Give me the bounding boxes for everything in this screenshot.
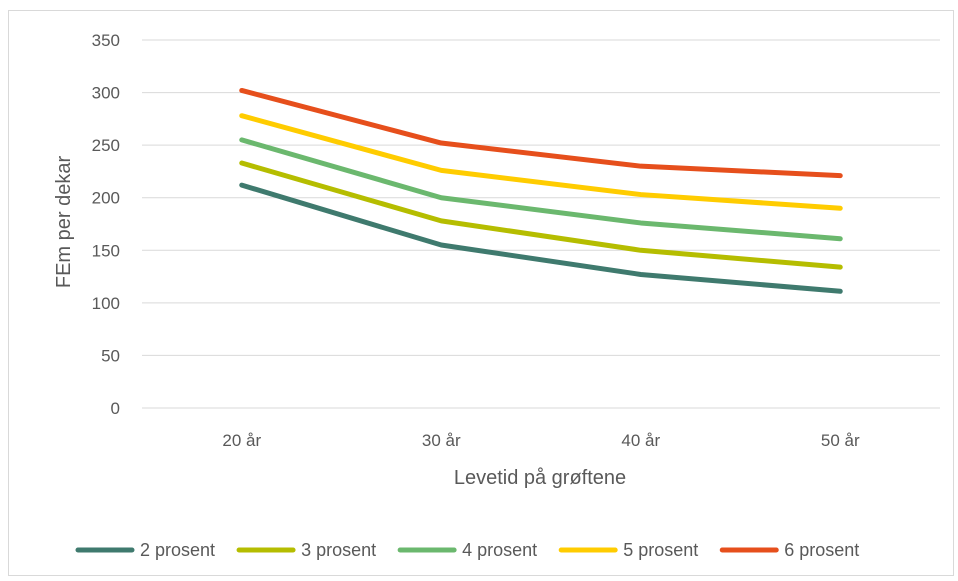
- y-tick-label: 150: [92, 241, 120, 260]
- legend-label: 4 prosent: [462, 540, 537, 560]
- legend-item: 6 prosent: [719, 540, 859, 560]
- legend-item: 5 prosent: [558, 540, 698, 560]
- legend-label: 3 prosent: [301, 540, 376, 560]
- series-lines: [239, 87, 843, 294]
- gridlines: [142, 39, 940, 409]
- x-tick-label: 30 år: [422, 431, 461, 450]
- chart-frame: [8, 10, 954, 576]
- y-axis-ticks: 0 50 100 150 200 250 300 350: [92, 31, 120, 418]
- series-line-4: [239, 113, 843, 211]
- legend-label: 6 prosent: [784, 540, 859, 560]
- legend-item: 3 prosent: [236, 540, 376, 560]
- y-tick-label: 250: [92, 136, 120, 155]
- x-tick-label: 50 år: [821, 431, 860, 450]
- series-line-3: [239, 137, 843, 242]
- series-line-2: [239, 160, 843, 270]
- x-tick-label: 40 år: [621, 431, 660, 450]
- y-axis-title: FEm per dekar: [53, 156, 75, 289]
- y-tick-label: 200: [92, 189, 120, 208]
- y-tick-label: 50: [101, 346, 120, 365]
- series-line-1: [239, 182, 843, 294]
- legend-label: 5 prosent: [623, 540, 698, 560]
- legend-item: 4 prosent: [397, 540, 537, 560]
- y-tick-label: 0: [111, 399, 120, 418]
- x-axis-ticks: 20 år 30 år 40 år 50 år: [222, 431, 860, 450]
- x-axis-title: Levetid på grøftene: [454, 467, 626, 489]
- legend: 2 prosent 3 prosent 4 prosent 5 prosent 6 pr…: [75, 540, 859, 560]
- y-tick-label: 350: [92, 31, 120, 50]
- y-tick-label: 300: [92, 84, 120, 103]
- legend-item: 2 prosent: [75, 540, 215, 560]
- x-tick-label: 20 år: [222, 431, 261, 450]
- series-line-5: [239, 87, 843, 179]
- y-tick-label: 100: [92, 294, 120, 313]
- legend-label: 2 prosent: [140, 540, 215, 560]
